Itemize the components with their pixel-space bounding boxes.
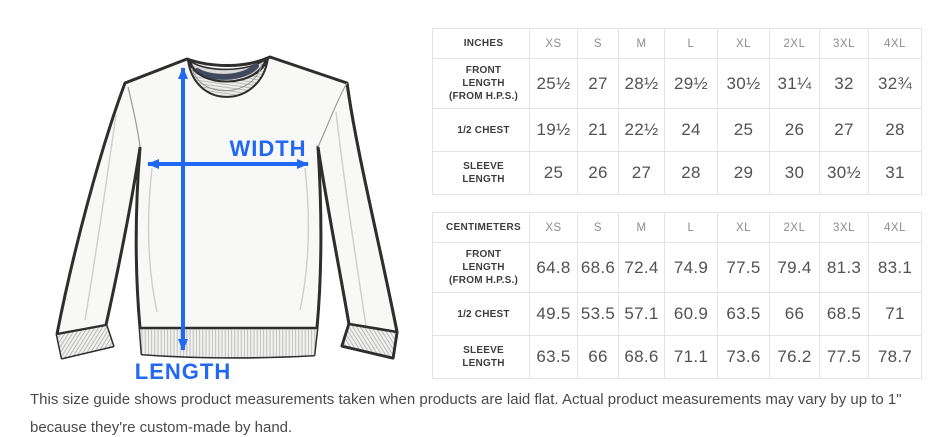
measurement-value: 24 (664, 108, 718, 152)
row-label: FRONT LENGTH (FROM H.P.S.) (432, 242, 530, 293)
measurement-value: 31 (868, 151, 922, 195)
measurement-value: 77.5 (819, 335, 869, 379)
measurement-value: 63.5 (529, 335, 578, 379)
measurement-value: 64.8 (529, 242, 578, 293)
measurement-value: 66 (577, 335, 619, 379)
size-col-header: M (618, 212, 665, 243)
unit-header: CENTIMETERS (432, 212, 530, 243)
right-sleeve (316, 82, 399, 360)
measurement-value: 78.7 (868, 335, 922, 379)
size-table-inches: INCHES XS S M L XL 2XL 3XL 4XL FRONT LEN… (432, 28, 922, 195)
measurement-arrows: WIDTH LENGTH (135, 67, 309, 384)
left-armhole-seam (127, 86, 141, 148)
table-row: SLEEVE LENGTH 25 26 27 28 29 30 30½ 31 (432, 151, 922, 195)
measurement-value: 27 (819, 108, 869, 152)
measurement-value: 32¾ (868, 58, 922, 109)
right-armhole-seam (317, 82, 348, 148)
size-col-header: 4XL (868, 28, 922, 59)
size-col-header: 4XL (868, 212, 922, 243)
size-col-header: XL (717, 212, 770, 243)
measurement-value: 71 (868, 292, 922, 336)
measurement-value: 21 (577, 108, 619, 152)
measurement-value: 68.5 (819, 292, 869, 336)
measurement-value: 32 (819, 58, 869, 109)
measurement-value: 68.6 (577, 242, 619, 293)
measurement-value: 77.5 (717, 242, 770, 293)
row-label: SLEEVE LENGTH (432, 335, 530, 379)
measurement-value: 74.9 (664, 242, 718, 293)
table-header-row: CENTIMETERS XS S M L XL 2XL 3XL 4XL (432, 212, 922, 243)
table-header-row: INCHES XS S M L XL 2XL 3XL 4XL (432, 28, 922, 59)
table-row: FRONT LENGTH (FROM H.P.S.) 25½ 27 28½ 29… (432, 58, 922, 109)
measurement-value: 29 (717, 151, 770, 195)
measurement-value: 25 (717, 108, 770, 152)
right-cuff (342, 324, 397, 358)
width-label: WIDTH (229, 136, 306, 161)
inner-collar-tape (194, 63, 259, 80)
measurement-value: 66 (769, 292, 820, 336)
measurement-value: 28 (664, 151, 718, 195)
measurement-value: 19½ (529, 108, 578, 152)
size-tables: INCHES XS S M L XL 2XL 3XL 4XL FRONT LEN… (432, 28, 922, 379)
measurement-value: 68.6 (618, 335, 665, 379)
size-col-header: 2XL (769, 28, 820, 59)
hem-band (140, 328, 317, 358)
size-col-header: XL (717, 28, 770, 59)
size-col-header: XS (529, 28, 578, 59)
length-label: LENGTH (135, 359, 231, 384)
table-row: FRONT LENGTH (FROM H.P.S.) 64.8 68.6 72.… (432, 242, 922, 293)
left-cuff (57, 325, 113, 358)
measurement-value: 83.1 (868, 242, 922, 293)
size-col-header: XS (529, 212, 578, 243)
measurement-value: 29½ (664, 58, 718, 109)
measurement-value: 26 (577, 151, 619, 195)
measurement-value: 71.1 (664, 335, 718, 379)
measurement-value: 73.6 (717, 335, 770, 379)
table-row: 1/2 CHEST 49.5 53.5 57.1 60.9 63.5 66 68… (432, 292, 922, 336)
size-col-header: S (577, 212, 619, 243)
table-row: 1/2 CHEST 19½ 21 22½ 24 25 26 27 28 (432, 108, 922, 152)
measurement-value: 28 (868, 108, 922, 152)
measurement-value: 57.1 (618, 292, 665, 336)
size-table-centimeters: CENTIMETERS XS S M L XL 2XL 3XL 4XL FRON… (432, 212, 922, 379)
sweatshirt-diagram: WIDTH LENGTH (55, 55, 399, 384)
measurement-value: 26 (769, 108, 820, 152)
measurement-value: 30½ (717, 58, 770, 109)
measurement-value: 30 (769, 151, 820, 195)
size-col-header: L (664, 28, 718, 59)
measurement-value: 76.2 (769, 335, 820, 379)
measurement-value: 25½ (529, 58, 578, 109)
measurement-value: 81.3 (819, 242, 869, 293)
row-label: FRONT LENGTH (FROM H.P.S.) (432, 58, 530, 109)
measurement-value: 60.9 (664, 292, 718, 336)
sweatshirt-outline (55, 55, 399, 360)
measurement-value: 53.5 (577, 292, 619, 336)
size-col-header: M (618, 28, 665, 59)
row-label: SLEEVE LENGTH (432, 151, 530, 195)
size-col-header: 3XL (819, 212, 869, 243)
size-guide-disclaimer: This size guide shows product measuremen… (30, 391, 902, 436)
unit-header: INCHES (432, 28, 530, 59)
size-col-header: 3XL (819, 28, 869, 59)
measurement-value: 79.4 (769, 242, 820, 293)
measurement-value: 49.5 (529, 292, 578, 336)
row-label: 1/2 CHEST (432, 292, 530, 336)
measurement-value: 28½ (618, 58, 665, 109)
table-row: SLEEVE LENGTH 63.5 66 68.6 71.1 73.6 76.… (432, 335, 922, 379)
measurement-value: 27 (577, 58, 619, 109)
measurement-value: 27 (618, 151, 665, 195)
measurement-value: 72.4 (618, 242, 665, 293)
measurement-value: 30½ (819, 151, 869, 195)
measurement-value: 31¼ (769, 58, 820, 109)
size-col-header: L (664, 212, 718, 243)
measurement-value: 63.5 (717, 292, 770, 336)
measurement-value: 25 (529, 151, 578, 195)
size-col-header: 2XL (769, 212, 820, 243)
collar (187, 56, 269, 98)
size-col-header: S (577, 28, 619, 59)
row-label: 1/2 CHEST (432, 108, 530, 152)
measurement-value: 22½ (618, 108, 665, 152)
